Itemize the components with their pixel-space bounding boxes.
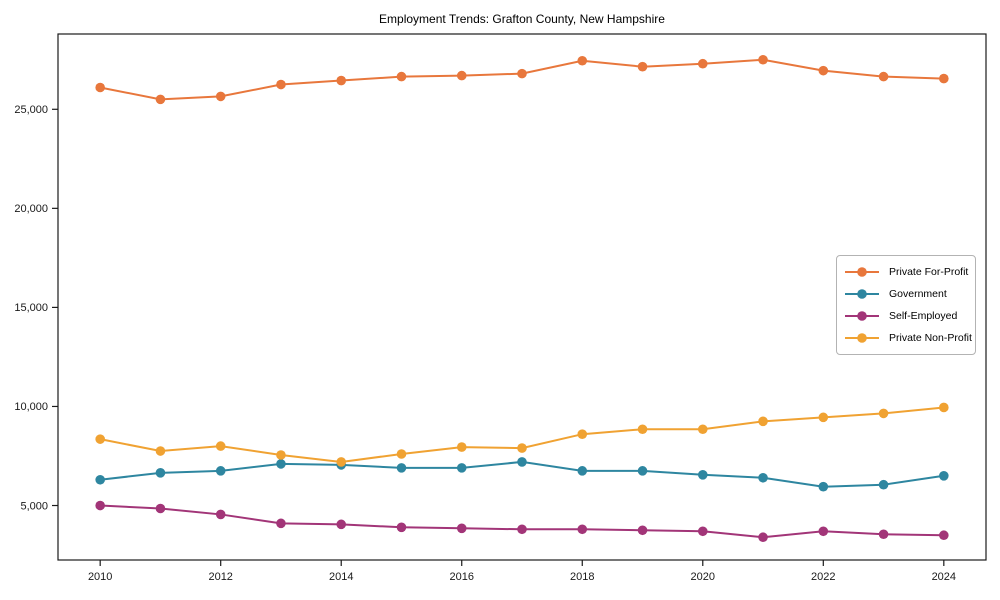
legend: Private For-Profit Government Self-Employe… (836, 255, 976, 355)
data-point-self-employed (456, 523, 467, 534)
series-line-private-non-profit (99, 406, 944, 463)
data-point-private-non-profit (758, 416, 768, 427)
series-line-private-for-profit (99, 58, 944, 101)
data-point-private-for-profit (456, 70, 467, 81)
data-point-self-employed (637, 525, 648, 536)
data-point-government (396, 463, 407, 473)
data-point-self-employed (336, 519, 347, 530)
data-point-private-non-profit (697, 424, 708, 435)
data-point-self-employed (155, 503, 166, 514)
data-point-private-for-profit (276, 79, 286, 90)
y-tick-label: 25,000 (14, 104, 48, 116)
data-point-self-employed (818, 526, 829, 537)
data-point-government (215, 466, 226, 476)
data-point-private-for-profit (758, 54, 768, 65)
data-point-self-employed (577, 524, 588, 535)
data-point-private-non-profit (215, 441, 226, 451)
y-tick-label: 20,000 (14, 203, 48, 215)
y-tick-label: 5,000 (20, 500, 48, 512)
x-tick-label: 2014 (329, 571, 353, 583)
data-point-self-employed (215, 509, 226, 520)
data-point-government (878, 479, 889, 490)
data-point-private-for-profit (336, 75, 347, 86)
data-point-private-non-profit (577, 429, 588, 439)
data-point-private-for-profit (697, 58, 708, 69)
data-point-government (517, 457, 527, 467)
data-point-private-for-profit (577, 55, 588, 66)
legend-marker-private-non-profit (845, 333, 879, 343)
legend-marker-self-employed (845, 311, 879, 321)
data-point-private-non-profit (336, 457, 347, 467)
data-point-private-non-profit (878, 408, 889, 419)
legend-label: Private For-Profit (889, 266, 969, 278)
data-point-private-for-profit (939, 73, 949, 84)
y-tick-label: 10,000 (14, 401, 48, 413)
x-tick-label: 2024 (932, 571, 956, 583)
data-point-government (697, 470, 708, 480)
data-point-private-non-profit (155, 446, 166, 456)
data-point-private-non-profit (517, 443, 527, 453)
data-point-private-for-profit (215, 91, 226, 102)
data-point-self-employed (878, 529, 889, 540)
data-point-private-for-profit (517, 68, 527, 79)
data-point-private-non-profit (637, 424, 648, 435)
data-point-self-employed (758, 532, 768, 543)
data-point-self-employed (396, 522, 407, 533)
data-point-private-non-profit (396, 449, 407, 459)
data-point-private-non-profit (95, 434, 105, 444)
x-tick-label: 2016 (449, 571, 473, 583)
data-point-private-for-profit (155, 94, 166, 105)
legend-item-private-non-profit: Private Non-Profit (844, 327, 972, 349)
data-point-private-for-profit (818, 65, 829, 76)
data-point-government (939, 471, 949, 481)
x-tick-label: 2010 (88, 571, 112, 583)
x-tick-label: 2018 (570, 571, 594, 583)
data-point-private-non-profit (818, 412, 829, 423)
data-point-private-non-profit (456, 442, 467, 452)
data-point-private-for-profit (637, 61, 648, 72)
legend-item-government: Government (844, 283, 967, 305)
legend-item-self-employed: Self-Employed (844, 305, 967, 327)
data-point-government (95, 474, 105, 485)
data-point-government (818, 481, 829, 492)
data-point-private-for-profit (95, 82, 105, 93)
x-tick-label: 2020 (691, 571, 715, 583)
data-point-private-for-profit (878, 71, 889, 82)
data-point-self-employed (95, 500, 105, 511)
data-point-private-non-profit (939, 402, 949, 413)
data-point-private-for-profit (396, 71, 407, 82)
data-point-government (276, 459, 286, 469)
data-point-government (456, 463, 467, 473)
data-point-self-employed (517, 524, 527, 535)
chart-title: Employment Trends: Grafton County, New H… (379, 12, 665, 26)
plot-frame (57, 33, 987, 561)
data-point-government (155, 468, 166, 478)
legend-item-private-for-profit: Private For-Profit (844, 261, 969, 283)
data-point-government (637, 466, 648, 476)
legend-marker-government (845, 289, 879, 299)
legend-label: Private Non-Profit (889, 332, 972, 344)
x-tick-label: 2022 (811, 571, 835, 583)
x-tick-label: 2012 (208, 571, 232, 583)
data-point-self-employed (939, 530, 949, 541)
legend-label: Government (889, 288, 947, 300)
data-point-government (758, 472, 768, 483)
legend-label: Self-Employed (889, 310, 958, 322)
data-point-private-non-profit (276, 450, 286, 460)
y-tick-label: 15,000 (14, 302, 48, 314)
data-point-government (577, 466, 588, 476)
data-point-self-employed (276, 518, 286, 529)
data-point-self-employed (697, 526, 708, 537)
legend-marker-private-for-profit (845, 267, 879, 277)
